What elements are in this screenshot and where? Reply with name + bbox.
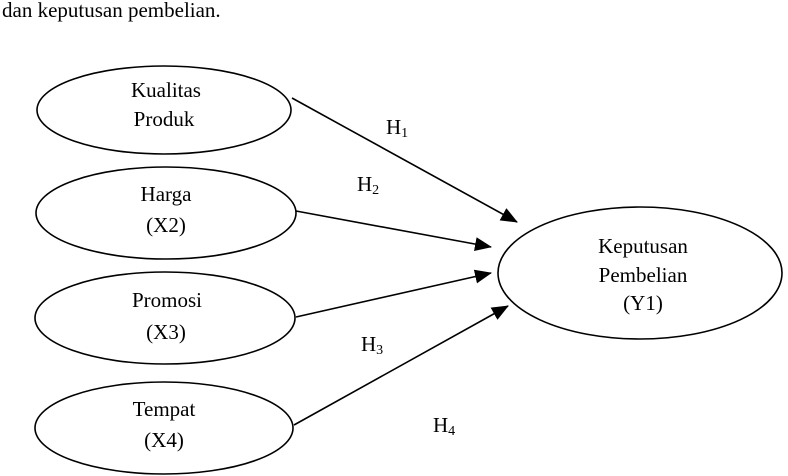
intro-text: dan keputusan pembelian. <box>2 0 221 22</box>
node-kualitas-produk-line-2: Produk <box>134 107 195 131</box>
hypothesis-h4-subscript: 4 <box>448 424 455 439</box>
node-tempat-ellipse <box>34 381 294 475</box>
hypothesis-h2-letter: H <box>357 172 372 196</box>
node-keputusan-pembelian-line-1: Keputusan <box>598 234 688 258</box>
node-promosi-ellipse <box>34 271 296 365</box>
node-kualitas-produk: Kualitas Produk <box>36 65 292 155</box>
node-keputusan-pembelian-line-3: (Y1) <box>623 291 663 315</box>
arrow-harga-to-keputusan <box>295 210 492 251</box>
node-harga: Harga (X2) <box>35 166 297 260</box>
node-keputusan-pembelian: Keputusan Pembelian (Y1) <box>497 206 783 340</box>
node-keputusan-pembelian-line-2: Pembelian <box>599 263 688 287</box>
hypothesis-label-h3: H3 <box>361 332 383 358</box>
hypothesis-label-h4: H4 <box>433 413 455 439</box>
node-harga-line-1: Harga <box>141 182 193 206</box>
node-kualitas-produk-line-1: Kualitas <box>131 78 201 102</box>
arrow-tempat-to-keputusan <box>293 305 509 426</box>
node-tempat: Tempat (X4) <box>34 381 294 475</box>
arrow-promosi-to-keputusan <box>295 269 492 318</box>
node-harga-line-2: (X2) <box>146 213 186 237</box>
node-keputusan-pembelian-ellipse <box>497 206 783 340</box>
node-promosi-line-2: (X3) <box>146 320 186 344</box>
node-kualitas-produk-ellipse <box>36 65 292 155</box>
hypothesis-h3-letter: H <box>361 332 376 356</box>
node-tempat-line-1: Tempat <box>133 397 196 421</box>
node-promosi-line-1: Promosi <box>132 288 202 312</box>
node-promosi: Promosi (X3) <box>34 271 296 365</box>
hypothesis-label-h2: H2 <box>357 172 379 198</box>
hypothesis-h1-subscript: 1 <box>401 126 408 141</box>
hypothesis-h3-subscript: 3 <box>376 343 383 358</box>
arrow-kualitas-produk-to-keputusan <box>291 97 518 223</box>
hypothesis-h2-subscript: 2 <box>372 183 379 198</box>
hypothesis-h1-letter: H <box>386 115 401 139</box>
node-harga-ellipse <box>35 166 297 260</box>
hypothesis-h4-letter: H <box>433 413 448 437</box>
node-tempat-line-2: (X4) <box>144 428 184 452</box>
hypothesis-label-h1: H1 <box>386 115 408 141</box>
